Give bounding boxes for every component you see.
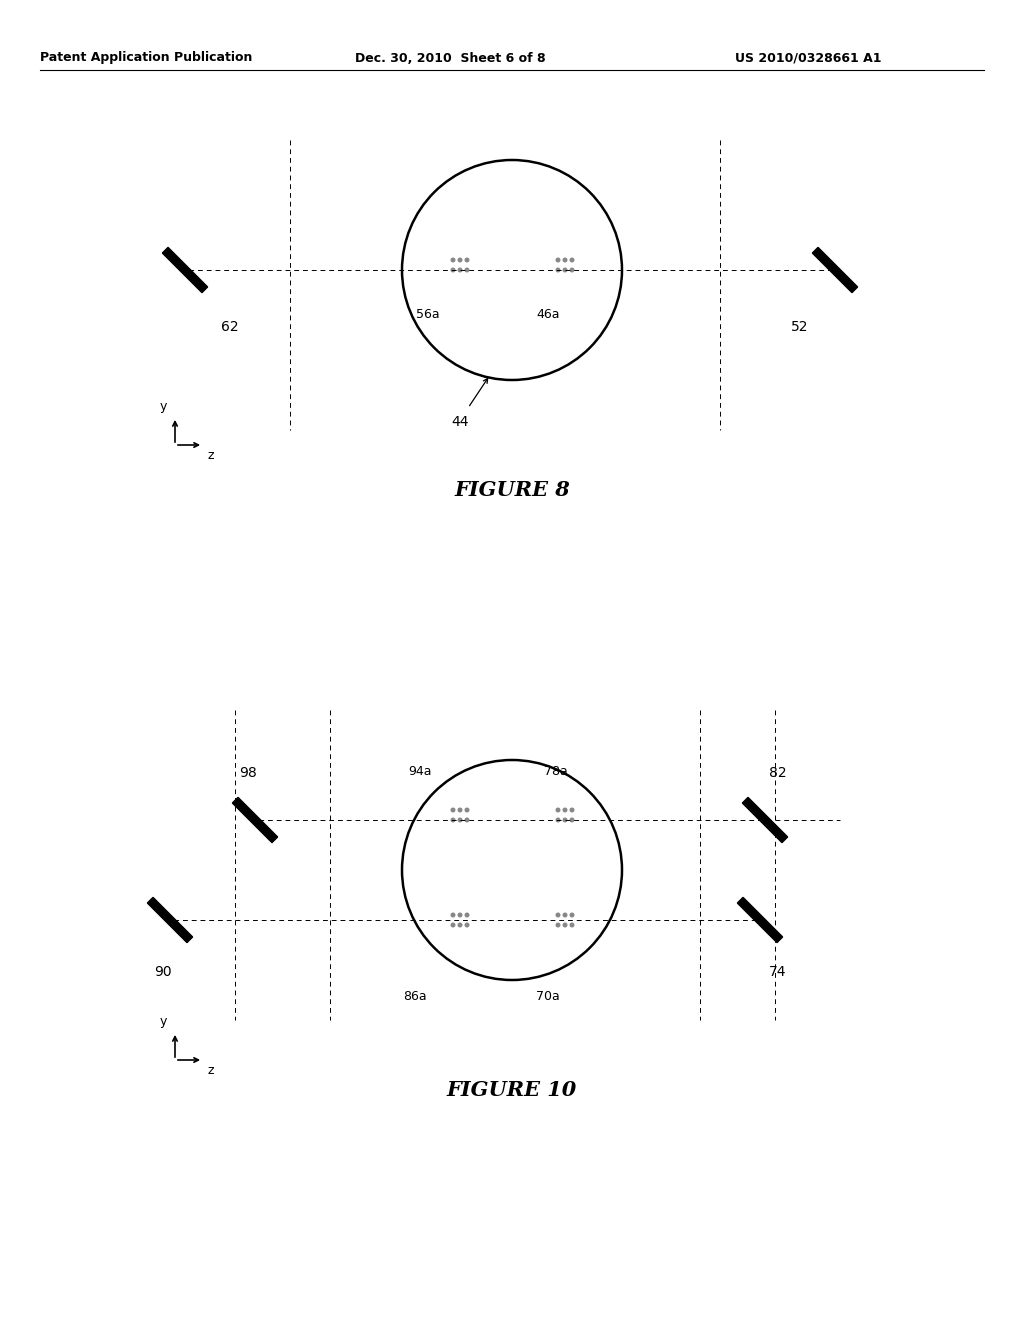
Text: US 2010/0328661 A1: US 2010/0328661 A1 — [735, 51, 882, 65]
Circle shape — [451, 923, 456, 928]
Circle shape — [458, 923, 463, 928]
Text: 56a: 56a — [416, 308, 440, 321]
Circle shape — [562, 912, 567, 917]
Circle shape — [555, 923, 560, 928]
Circle shape — [458, 268, 463, 272]
Circle shape — [458, 257, 463, 263]
Polygon shape — [232, 797, 278, 842]
Text: FIGURE 10: FIGURE 10 — [446, 1080, 578, 1100]
Text: 70a: 70a — [537, 990, 560, 1003]
Polygon shape — [163, 247, 208, 293]
Text: 52: 52 — [792, 319, 809, 334]
Text: 98: 98 — [240, 766, 257, 780]
Text: y: y — [160, 1015, 167, 1028]
Circle shape — [555, 912, 560, 917]
Circle shape — [451, 257, 456, 263]
Circle shape — [451, 268, 456, 272]
Text: Patent Application Publication: Patent Application Publication — [40, 51, 252, 65]
Circle shape — [569, 912, 574, 917]
Text: 94a: 94a — [409, 766, 432, 777]
Circle shape — [555, 268, 560, 272]
Circle shape — [458, 912, 463, 917]
Text: 74: 74 — [769, 965, 786, 979]
Circle shape — [465, 257, 469, 263]
Text: 78a: 78a — [544, 766, 568, 777]
Circle shape — [465, 923, 469, 928]
Circle shape — [465, 268, 469, 272]
Circle shape — [569, 268, 574, 272]
Circle shape — [569, 808, 574, 813]
Circle shape — [451, 912, 456, 917]
Circle shape — [562, 923, 567, 928]
Circle shape — [458, 808, 463, 813]
Circle shape — [555, 257, 560, 263]
Text: FIGURE 8: FIGURE 8 — [454, 480, 570, 500]
Circle shape — [458, 817, 463, 822]
Circle shape — [451, 808, 456, 813]
Polygon shape — [742, 797, 787, 842]
Text: 46a: 46a — [537, 308, 560, 321]
Circle shape — [555, 808, 560, 813]
Polygon shape — [147, 898, 193, 942]
Circle shape — [451, 817, 456, 822]
Text: z: z — [207, 1064, 213, 1077]
Circle shape — [569, 257, 574, 263]
Circle shape — [569, 923, 574, 928]
Text: 82: 82 — [769, 766, 786, 780]
Text: 44: 44 — [452, 414, 469, 429]
Polygon shape — [737, 898, 782, 942]
Circle shape — [562, 257, 567, 263]
Text: 86a: 86a — [403, 990, 427, 1003]
Circle shape — [465, 808, 469, 813]
Circle shape — [562, 808, 567, 813]
Circle shape — [555, 817, 560, 822]
Text: z: z — [207, 449, 213, 462]
Text: 62: 62 — [221, 319, 239, 334]
Circle shape — [562, 268, 567, 272]
Circle shape — [465, 817, 469, 822]
Circle shape — [562, 817, 567, 822]
Circle shape — [569, 817, 574, 822]
Text: 90: 90 — [155, 965, 172, 979]
Circle shape — [465, 912, 469, 917]
Polygon shape — [812, 247, 858, 293]
Text: Dec. 30, 2010  Sheet 6 of 8: Dec. 30, 2010 Sheet 6 of 8 — [355, 51, 546, 65]
Text: y: y — [160, 400, 167, 413]
